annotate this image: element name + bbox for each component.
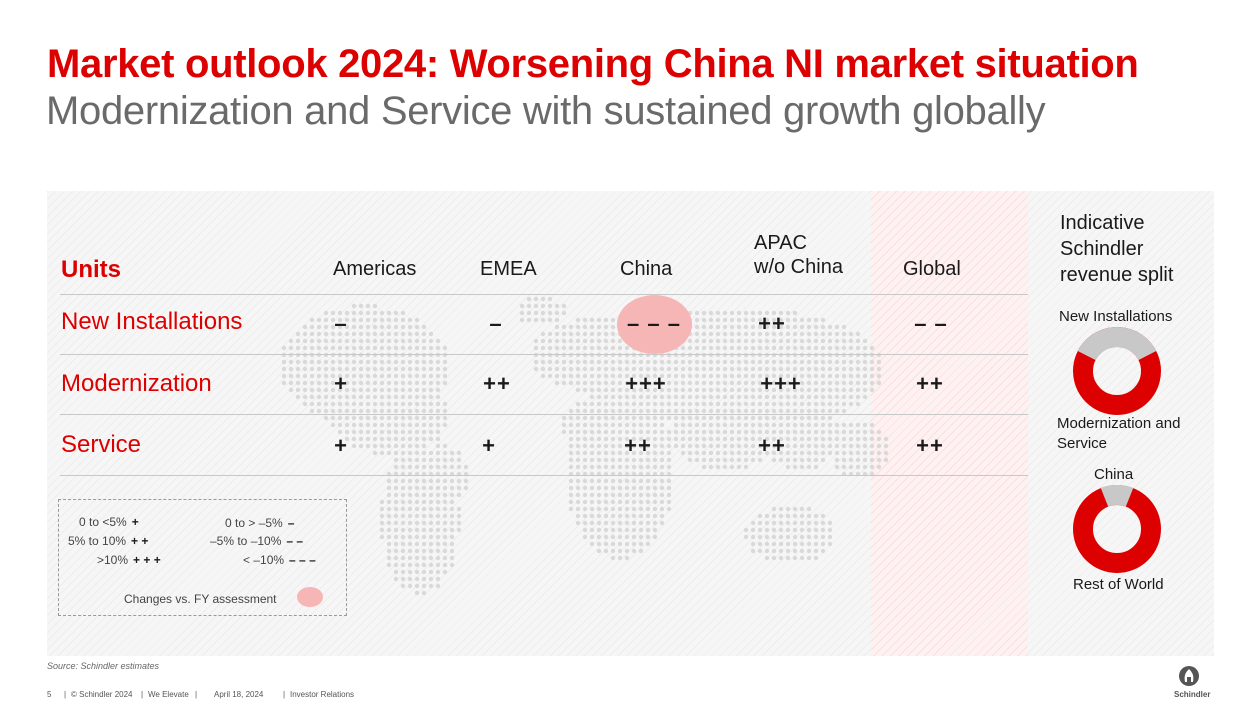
legend-symbol: + + + — [133, 553, 161, 567]
legend-symbol: + — [131, 515, 139, 529]
legend-box — [58, 499, 347, 616]
legend-label: >10% — [97, 553, 129, 567]
revenue-split-title: Indicative Schindler revenue split — [1060, 210, 1173, 288]
row-label-modernization: Modernization — [61, 370, 212, 397]
legend-label: 5% to 10% — [68, 534, 127, 548]
schindler-logo-icon — [1179, 666, 1199, 686]
legend-positive-1: 0 to <5% + — [79, 515, 139, 529]
header-china: China — [620, 258, 673, 280]
row-divider — [60, 294, 1028, 295]
cell-ni-emea: – — [489, 311, 503, 336]
footer-copyright: © Schindler 2024 — [71, 690, 133, 699]
header-apac-line1: APAC — [754, 232, 807, 254]
legend-changes-dot — [297, 587, 323, 607]
cell-mod-global: ++ — [916, 371, 944, 396]
legend-negative-1: 0 to > –5% – — [225, 516, 294, 530]
slide-title: Market outlook 2024: Worsening China NI … — [47, 42, 1139, 86]
cell-ni-americas: – — [334, 311, 348, 336]
legend-label: –5% to –10% — [210, 534, 282, 548]
donut1-top-label: New Installations — [1059, 308, 1173, 325]
header-americas: Americas — [333, 258, 417, 280]
legend-positive-3: >10% + + + — [97, 553, 161, 567]
units-header: Units — [61, 256, 121, 283]
slide-subtitle: Modernization and Service with sustained… — [46, 89, 1046, 133]
row-label-new-installations: New Installations — [61, 308, 243, 335]
row-divider — [60, 414, 1028, 415]
footer-date: April 18, 2024 — [214, 690, 264, 699]
legend-label: 0 to <5% — [79, 515, 127, 529]
donut-china-vs-row — [1073, 485, 1161, 573]
global-column-band — [871, 191, 1028, 656]
header-apac: APAC w/o China — [754, 231, 843, 279]
row-divider — [60, 354, 1028, 355]
legend-label: 0 to > –5% — [225, 516, 283, 530]
footer-sep: | — [64, 690, 67, 699]
donut-segment-gray — [1100, 485, 1134, 507]
legend-symbol: – – – — [289, 553, 316, 567]
footer-sep: | — [283, 690, 286, 699]
donut1-bottom-label: Modernization and Service — [1057, 414, 1180, 454]
donut1-bottom-label-line1: Modernization and — [1057, 415, 1181, 432]
legend-symbol: + + — [131, 534, 149, 548]
cell-mod-emea: ++ — [483, 371, 511, 396]
donut2-top-label: China — [1094, 466, 1134, 483]
revenue-split-title-line2: Schindler — [1060, 238, 1144, 260]
cell-svc-apac: ++ — [758, 433, 786, 458]
legend-symbol: – – — [286, 534, 304, 548]
legend-positive-2: 5% to 10% + + — [68, 534, 148, 548]
footer-section: Investor Relations — [290, 690, 355, 699]
header-global: Global — [903, 258, 961, 280]
source-note: Source: Schindler estimates — [47, 661, 160, 671]
donut-segment-red — [1073, 485, 1161, 573]
legend-changes-label: Changes vs. FY assessment — [124, 592, 277, 606]
donut1-bottom-label-line2: Service — [1057, 435, 1108, 452]
legend-symbol: – — [287, 516, 295, 530]
cell-svc-global: ++ — [916, 433, 944, 458]
cell-ni-china: – – – — [627, 311, 681, 336]
cell-mod-china: +++ — [625, 371, 667, 396]
cell-mod-apac: +++ — [760, 371, 802, 396]
footer-tagline: We Elevate — [148, 690, 189, 699]
cell-ni-apac: ++ — [758, 311, 786, 336]
cell-svc-emea: + — [482, 433, 496, 458]
donut-ni-vs-mod-service — [1073, 327, 1161, 415]
header-emea: EMEA — [480, 258, 537, 280]
row-divider — [60, 475, 1028, 476]
donut2-bottom-label: Rest of World — [1073, 576, 1164, 593]
footer-sep: | — [195, 690, 198, 699]
footer-page-number: 5 — [47, 690, 52, 699]
cell-ni-global: – – — [914, 311, 948, 336]
donut-segment-gray — [1077, 327, 1157, 361]
cell-svc-china: ++ — [624, 433, 652, 458]
schindler-logo-text: Schindler — [1174, 690, 1211, 699]
cell-svc-americas: + — [334, 433, 348, 458]
revenue-split-title-line3: revenue split — [1060, 264, 1174, 286]
legend-negative-2: –5% to –10% – – — [210, 534, 303, 548]
header-apac-line2: w/o China — [754, 256, 843, 278]
legend-label: < –10% — [243, 553, 285, 567]
change-highlight-china-ni — [617, 295, 692, 354]
cell-mod-americas: + — [334, 371, 348, 396]
revenue-split-title-line1: Indicative — [1060, 212, 1145, 234]
world-map-graphic — [281, 296, 889, 596]
footer-sep: | — [141, 690, 144, 699]
row-label-service: Service — [61, 431, 142, 458]
legend-negative-3: < –10% – – – — [243, 553, 316, 567]
